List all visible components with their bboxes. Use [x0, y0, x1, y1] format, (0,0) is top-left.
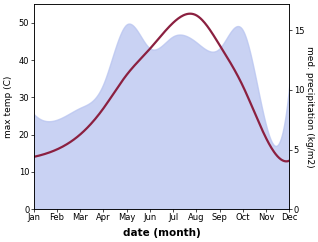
- Y-axis label: med. precipitation (kg/m2): med. precipitation (kg/m2): [305, 46, 314, 167]
- Y-axis label: max temp (C): max temp (C): [4, 76, 13, 138]
- X-axis label: date (month): date (month): [123, 228, 200, 238]
